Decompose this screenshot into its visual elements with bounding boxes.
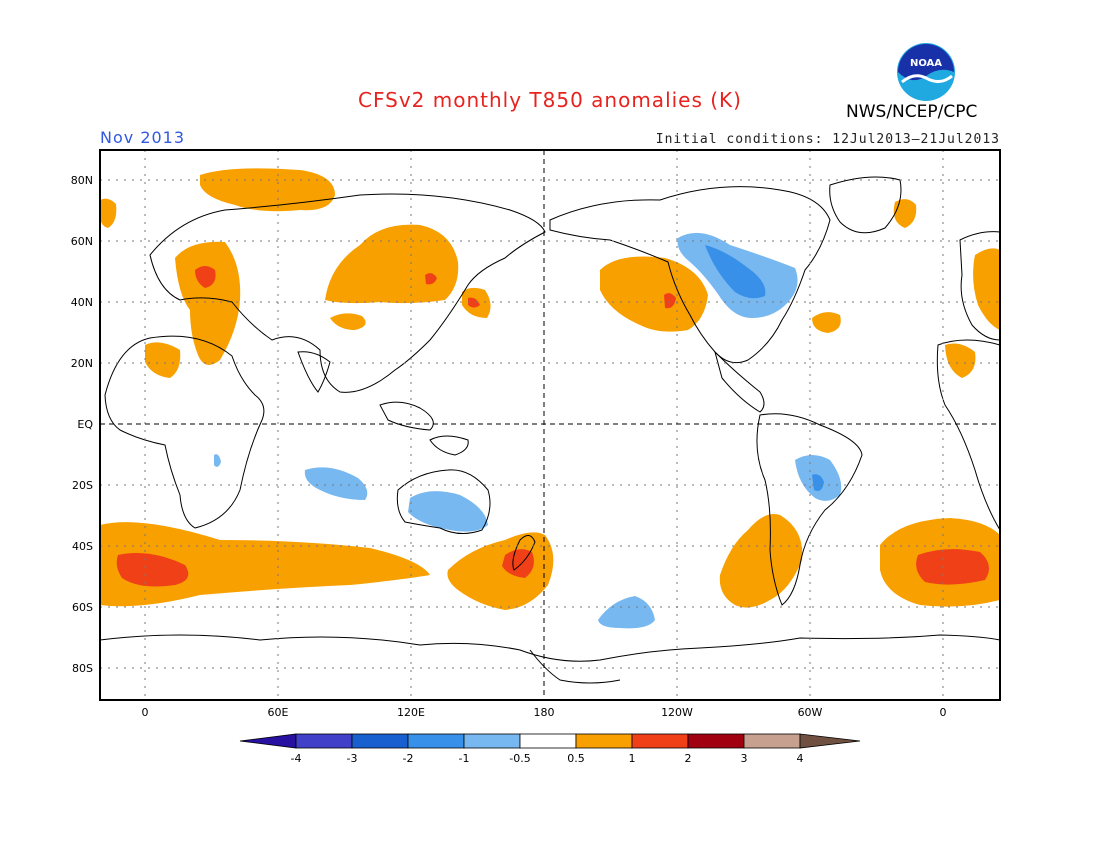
lat-label: 40N: [71, 296, 93, 309]
warm-region-west-edge: [100, 198, 117, 228]
colorbar-label: -1: [459, 752, 470, 765]
strong-warm-tasman: [502, 549, 534, 578]
colorbar-label: 3: [741, 752, 748, 765]
lon-label: 0: [142, 706, 149, 719]
colorbar-label: -2: [403, 752, 414, 765]
strong-cool-brazil: [812, 474, 824, 491]
forecast-period: Nov 2013: [100, 128, 186, 147]
lon-label: 60W: [798, 706, 823, 719]
latitude-labels: 80N 60N 40N 20N EQ 20S 40S 60S 80S: [71, 174, 94, 675]
lat-label: 20S: [72, 479, 93, 492]
longitude-labels: 0 60E 120E 180 120W 60W 0: [142, 706, 947, 719]
colorbar-label: -3: [347, 752, 358, 765]
lat-label: EQ: [77, 418, 93, 431]
map-title: CFSv2 monthly T850 anomalies (K): [358, 88, 742, 112]
colorbar-label: -0.5: [509, 752, 530, 765]
colorbar-label: 0.5: [567, 752, 585, 765]
colorbar-swatch: [463, 733, 521, 749]
equator-dateline: [100, 150, 1000, 700]
colorbar-swatch: [519, 733, 577, 749]
warm-region-east-africa: [945, 343, 976, 378]
strong-warm-anomaly-regions: [116, 266, 989, 587]
lat-label: 20N: [71, 357, 93, 370]
warm-region-greenland: [893, 199, 917, 228]
strong-warm-japan: [468, 297, 480, 308]
lat-label: 40S: [72, 540, 93, 553]
warm-region-tibet: [330, 313, 366, 330]
colorbar-label: -4: [291, 752, 302, 765]
lon-label: 60E: [268, 706, 289, 719]
lat-label: 60N: [71, 235, 93, 248]
warm-region-atlantic: [812, 312, 841, 333]
strong-warm-europe: [195, 266, 216, 288]
lon-label: 120W: [661, 706, 693, 719]
colorbar-swatch: [743, 733, 801, 749]
colorbar: [239, 733, 861, 749]
warm-region-s-atlantic-band: [100, 522, 430, 607]
colorbar-swatch: [239, 733, 297, 749]
colorbar-label: 1: [629, 752, 636, 765]
lat-label: 60S: [72, 601, 93, 614]
strong-warm-siberia: [425, 273, 437, 285]
colorbar-swatch: [575, 733, 633, 749]
lon-label: 180: [534, 706, 555, 719]
cool-region-south-pacific: [598, 596, 655, 629]
colorbar-labels: -4 -3 -2 -1 -0.5 0.5 1 2 3 4: [291, 752, 804, 765]
lon-label: 0: [940, 706, 947, 719]
strong-warm-ne-pacific: [664, 293, 676, 309]
colorbar-label: 4: [797, 752, 804, 765]
lat-label: 80N: [71, 174, 93, 187]
lon-label: 120E: [397, 706, 425, 719]
colorbar-swatch: [687, 733, 745, 749]
cool-region-africa-small: [214, 454, 221, 467]
colorbar-swatch: [799, 733, 861, 749]
colorbar-swatch: [407, 733, 465, 749]
coastlines: [100, 176, 1000, 684]
warm-region-siberia: [325, 224, 459, 304]
warm-region-sahara: [145, 342, 181, 378]
strong-cool-anomaly-regions: [705, 245, 824, 491]
initial-conditions: Initial conditions: 12Jul2013–21Jul2013: [655, 132, 1000, 147]
map-frame: [99, 149, 1001, 701]
warm-region-ne-pacific: [600, 256, 708, 332]
organization-label: NWS/NCEP/CPC: [846, 102, 978, 122]
warm-region-europe: [175, 241, 241, 365]
warm-region-east-europe: [973, 248, 1000, 330]
warm-region-arctic: [200, 168, 335, 212]
noaa-logo-text: NOAA: [910, 58, 942, 69]
colorbar-label: 2: [685, 752, 692, 765]
colorbar-swatch: [351, 733, 409, 749]
colorbar-swatch: [295, 733, 353, 749]
strong-warm-indian-east: [916, 549, 989, 585]
cool-region-south-indian: [304, 467, 368, 500]
cool-region-australia: [408, 491, 488, 532]
colorbar-swatch: [631, 733, 689, 749]
strong-warm-atlantic-sw: [116, 552, 189, 587]
grid: [100, 150, 1000, 700]
strong-cool-north-america: [705, 245, 766, 299]
lat-label: 80S: [72, 662, 93, 675]
warm-region-s-america: [719, 514, 803, 608]
noaa-logo: NOAA: [897, 43, 955, 101]
